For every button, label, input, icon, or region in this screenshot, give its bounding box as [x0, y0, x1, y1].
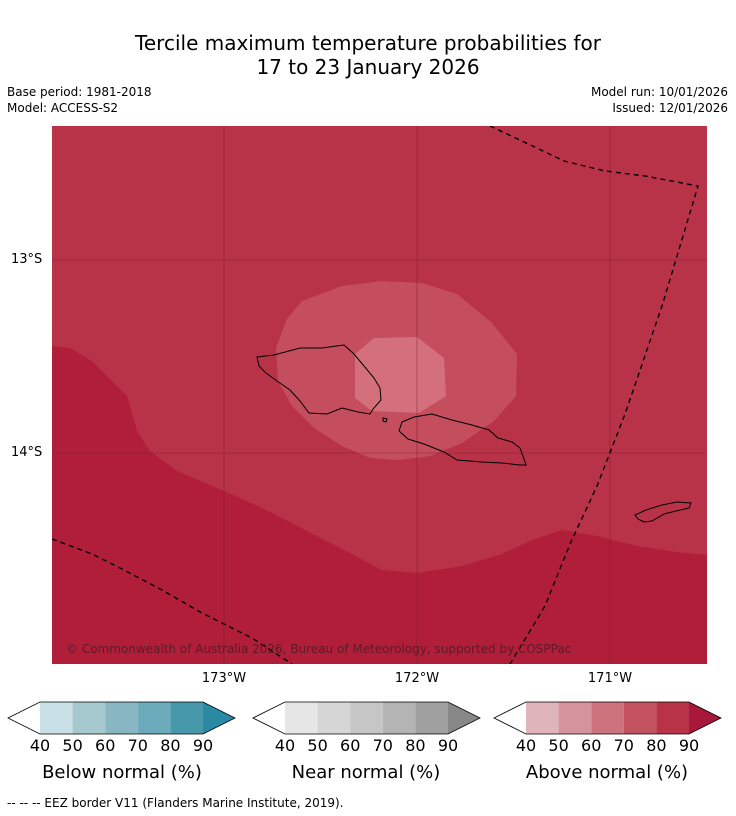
- cbar-near-outline: [252, 701, 481, 735]
- cbar-below-extend-low: [8, 702, 40, 734]
- cbar-above-bin-70-80: [623, 702, 657, 734]
- lat-label-14s: 14°S: [11, 445, 43, 460]
- tick-label: 50: [62, 736, 83, 755]
- cbar-near-bin-80-90: [415, 702, 448, 734]
- tick-label: 70: [127, 736, 148, 755]
- colorbar-near-label: Near normal (%): [291, 762, 441, 783]
- tick-label: 90: [437, 736, 459, 755]
- island-upolu: [398, 413, 527, 466]
- cbar-below-outline: [7, 701, 236, 735]
- lon-label-172w: 172°W: [394, 671, 440, 686]
- meta-right: Model run: 10/01/2026 Issued: 12/01/2026: [591, 84, 728, 116]
- cbar-below-bin-40-50: [40, 702, 73, 734]
- eez-boundary-east: [489, 126, 699, 664]
- cbar-near-bin-50-60: [317, 702, 351, 734]
- tick-label: 70: [613, 736, 634, 755]
- cbar-near-bin-40-50: [285, 702, 318, 734]
- tick-label: 40: [515, 736, 537, 755]
- lon-label-173w: 173°W: [201, 671, 247, 686]
- cbar-above-bin-80-90: [656, 702, 689, 734]
- island-manono: [382, 417, 388, 423]
- cbar-near-bin-70-80: [382, 702, 416, 734]
- chart-title: Tercile maximum temperature probabilitie…: [0, 31, 736, 79]
- cbar-near-bin-60-70: [350, 702, 383, 734]
- tick-label: 70: [372, 736, 393, 755]
- cbar-above-bin-50-60: [558, 702, 592, 734]
- tick-label: 60: [95, 736, 116, 755]
- eez-boundary-southwest: [52, 538, 293, 664]
- meta-left: Base period: 1981-2018 Model: ACCESS-S2: [7, 84, 152, 116]
- colorbar-near-normal: [252, 701, 481, 735]
- tick-label: 40: [29, 736, 51, 755]
- title-line-1: Tercile maximum temperature probabilitie…: [135, 31, 601, 55]
- cbar-above-extend-low: [494, 702, 526, 734]
- copyright-notice: © Commonwealth of Australia 2026, Bureau…: [66, 642, 572, 656]
- lat-label-13s: 13°S: [11, 252, 43, 267]
- tick-label: 40: [274, 736, 296, 755]
- cbar-above-bin-40-50: [526, 702, 559, 734]
- tick-label: 90: [678, 736, 700, 755]
- cbar-above-extend-high: [689, 702, 721, 734]
- tick-label: 60: [581, 736, 602, 755]
- tick-label: 50: [307, 736, 328, 755]
- island-tutuila: [634, 501, 692, 523]
- tick-label: 60: [340, 736, 361, 755]
- cbar-below-bin-50-60: [72, 702, 106, 734]
- region-above-60-70: [355, 337, 446, 413]
- eez-legend-note: -- -- -- EEZ border V11 (Flanders Marine…: [7, 796, 344, 810]
- colorbar-below-label: Below normal (%): [42, 762, 202, 783]
- tick-label: 80: [405, 736, 426, 755]
- tick-label: 80: [160, 736, 181, 755]
- island-savaii: [256, 344, 382, 415]
- issued-date: Issued: 12/01/2026: [612, 101, 728, 115]
- region-above-90-south: [52, 346, 707, 664]
- cbar-near-extend-high: [448, 702, 480, 734]
- cbar-below-bin-60-70: [105, 702, 138, 734]
- tick-label: 50: [548, 736, 569, 755]
- tick-label: 80: [646, 736, 667, 755]
- base-period: Base period: 1981-2018: [7, 85, 152, 99]
- cbar-above-bin-60-70: [591, 702, 624, 734]
- model-run: Model run: 10/01/2026: [590, 85, 728, 99]
- eez-borders: [52, 126, 699, 664]
- cbar-below-extend-high: [203, 702, 235, 734]
- colorbar-above-label: Above normal (%): [525, 762, 689, 783]
- colorbar-above-normal: [493, 701, 722, 735]
- graticule: [52, 126, 707, 664]
- model-name: Model: ACCESS-S2: [7, 101, 119, 115]
- cbar-above-outline: [493, 701, 722, 735]
- probability-map: [52, 126, 707, 664]
- cbar-below-bin-70-80: [137, 702, 171, 734]
- colorbar-below-normal: [7, 701, 236, 735]
- coastlines: [256, 344, 692, 523]
- title-line-2: 17 to 23 January 2026: [256, 55, 480, 79]
- tick-label: 90: [192, 736, 214, 755]
- cbar-near-extend-low: [253, 702, 285, 734]
- lon-label-171w: 171°W: [587, 671, 633, 686]
- cbar-below-bin-80-90: [170, 702, 203, 734]
